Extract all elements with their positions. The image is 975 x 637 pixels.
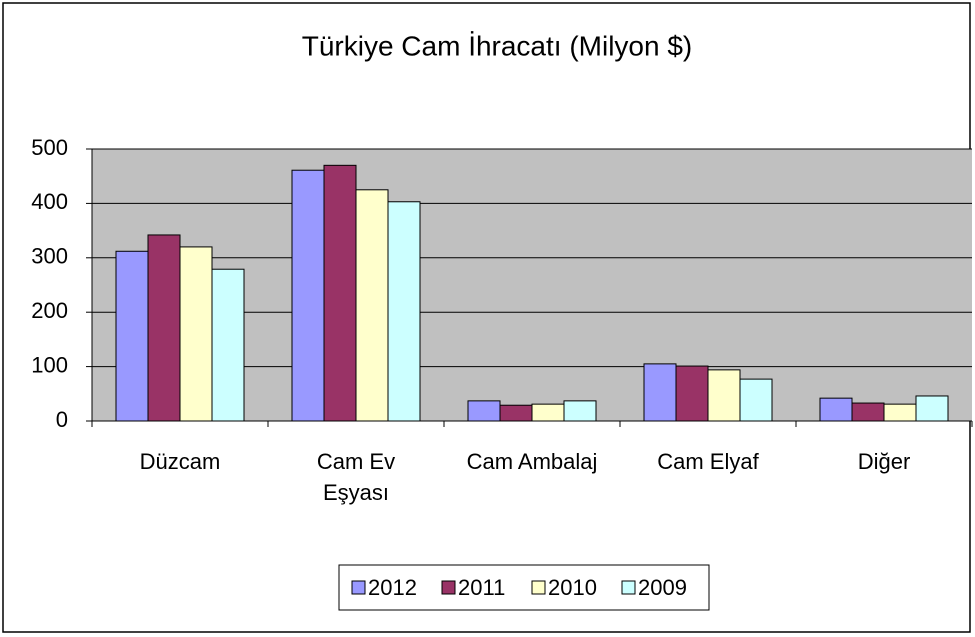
bar bbox=[531, 403, 565, 422]
bar bbox=[291, 169, 325, 422]
x-tick-label: Cam Elyaf bbox=[657, 449, 759, 474]
bar bbox=[387, 201, 421, 422]
bar bbox=[563, 400, 597, 422]
x-tick-label: Cam Ambalaj bbox=[466, 449, 598, 474]
legend-swatch bbox=[621, 580, 636, 595]
bar bbox=[915, 395, 949, 422]
y-tick-label: 500 bbox=[31, 135, 68, 160]
legend-label: 2010 bbox=[548, 575, 597, 600]
bar bbox=[323, 164, 357, 422]
legend-swatch bbox=[351, 580, 366, 595]
bar bbox=[707, 369, 741, 422]
chart-title: Türkiye Cam İhracatı (Milyon $) bbox=[302, 30, 693, 61]
y-tick-label: 300 bbox=[31, 244, 68, 269]
legend-label: 2011 bbox=[458, 575, 505, 600]
x-tick-label: Düzcam bbox=[139, 449, 221, 474]
legend-swatch bbox=[531, 580, 546, 595]
bar bbox=[643, 363, 677, 422]
legend-box bbox=[338, 564, 710, 611]
y-tick-label: 200 bbox=[31, 298, 68, 323]
y-tick-label: 100 bbox=[31, 352, 68, 377]
legend-label: 2009 bbox=[638, 575, 687, 600]
x-tick-label: Cam Ev Eşyası bbox=[316, 449, 396, 505]
bar bbox=[355, 189, 389, 422]
y-tick-label: 0 bbox=[56, 407, 68, 432]
bar bbox=[739, 378, 773, 422]
bar bbox=[211, 268, 245, 422]
y-tick-label: 400 bbox=[31, 189, 68, 214]
bar bbox=[819, 397, 853, 422]
bar bbox=[147, 234, 181, 422]
legend-swatch bbox=[441, 580, 456, 595]
bar bbox=[467, 400, 501, 422]
bar bbox=[675, 365, 709, 422]
bar bbox=[851, 402, 885, 422]
legend-label: 2012 bbox=[368, 575, 417, 600]
bar bbox=[115, 250, 149, 422]
bar bbox=[179, 246, 213, 422]
bar bbox=[883, 403, 917, 422]
bar bbox=[499, 404, 533, 422]
x-tick-label: Diğer bbox=[857, 449, 911, 474]
